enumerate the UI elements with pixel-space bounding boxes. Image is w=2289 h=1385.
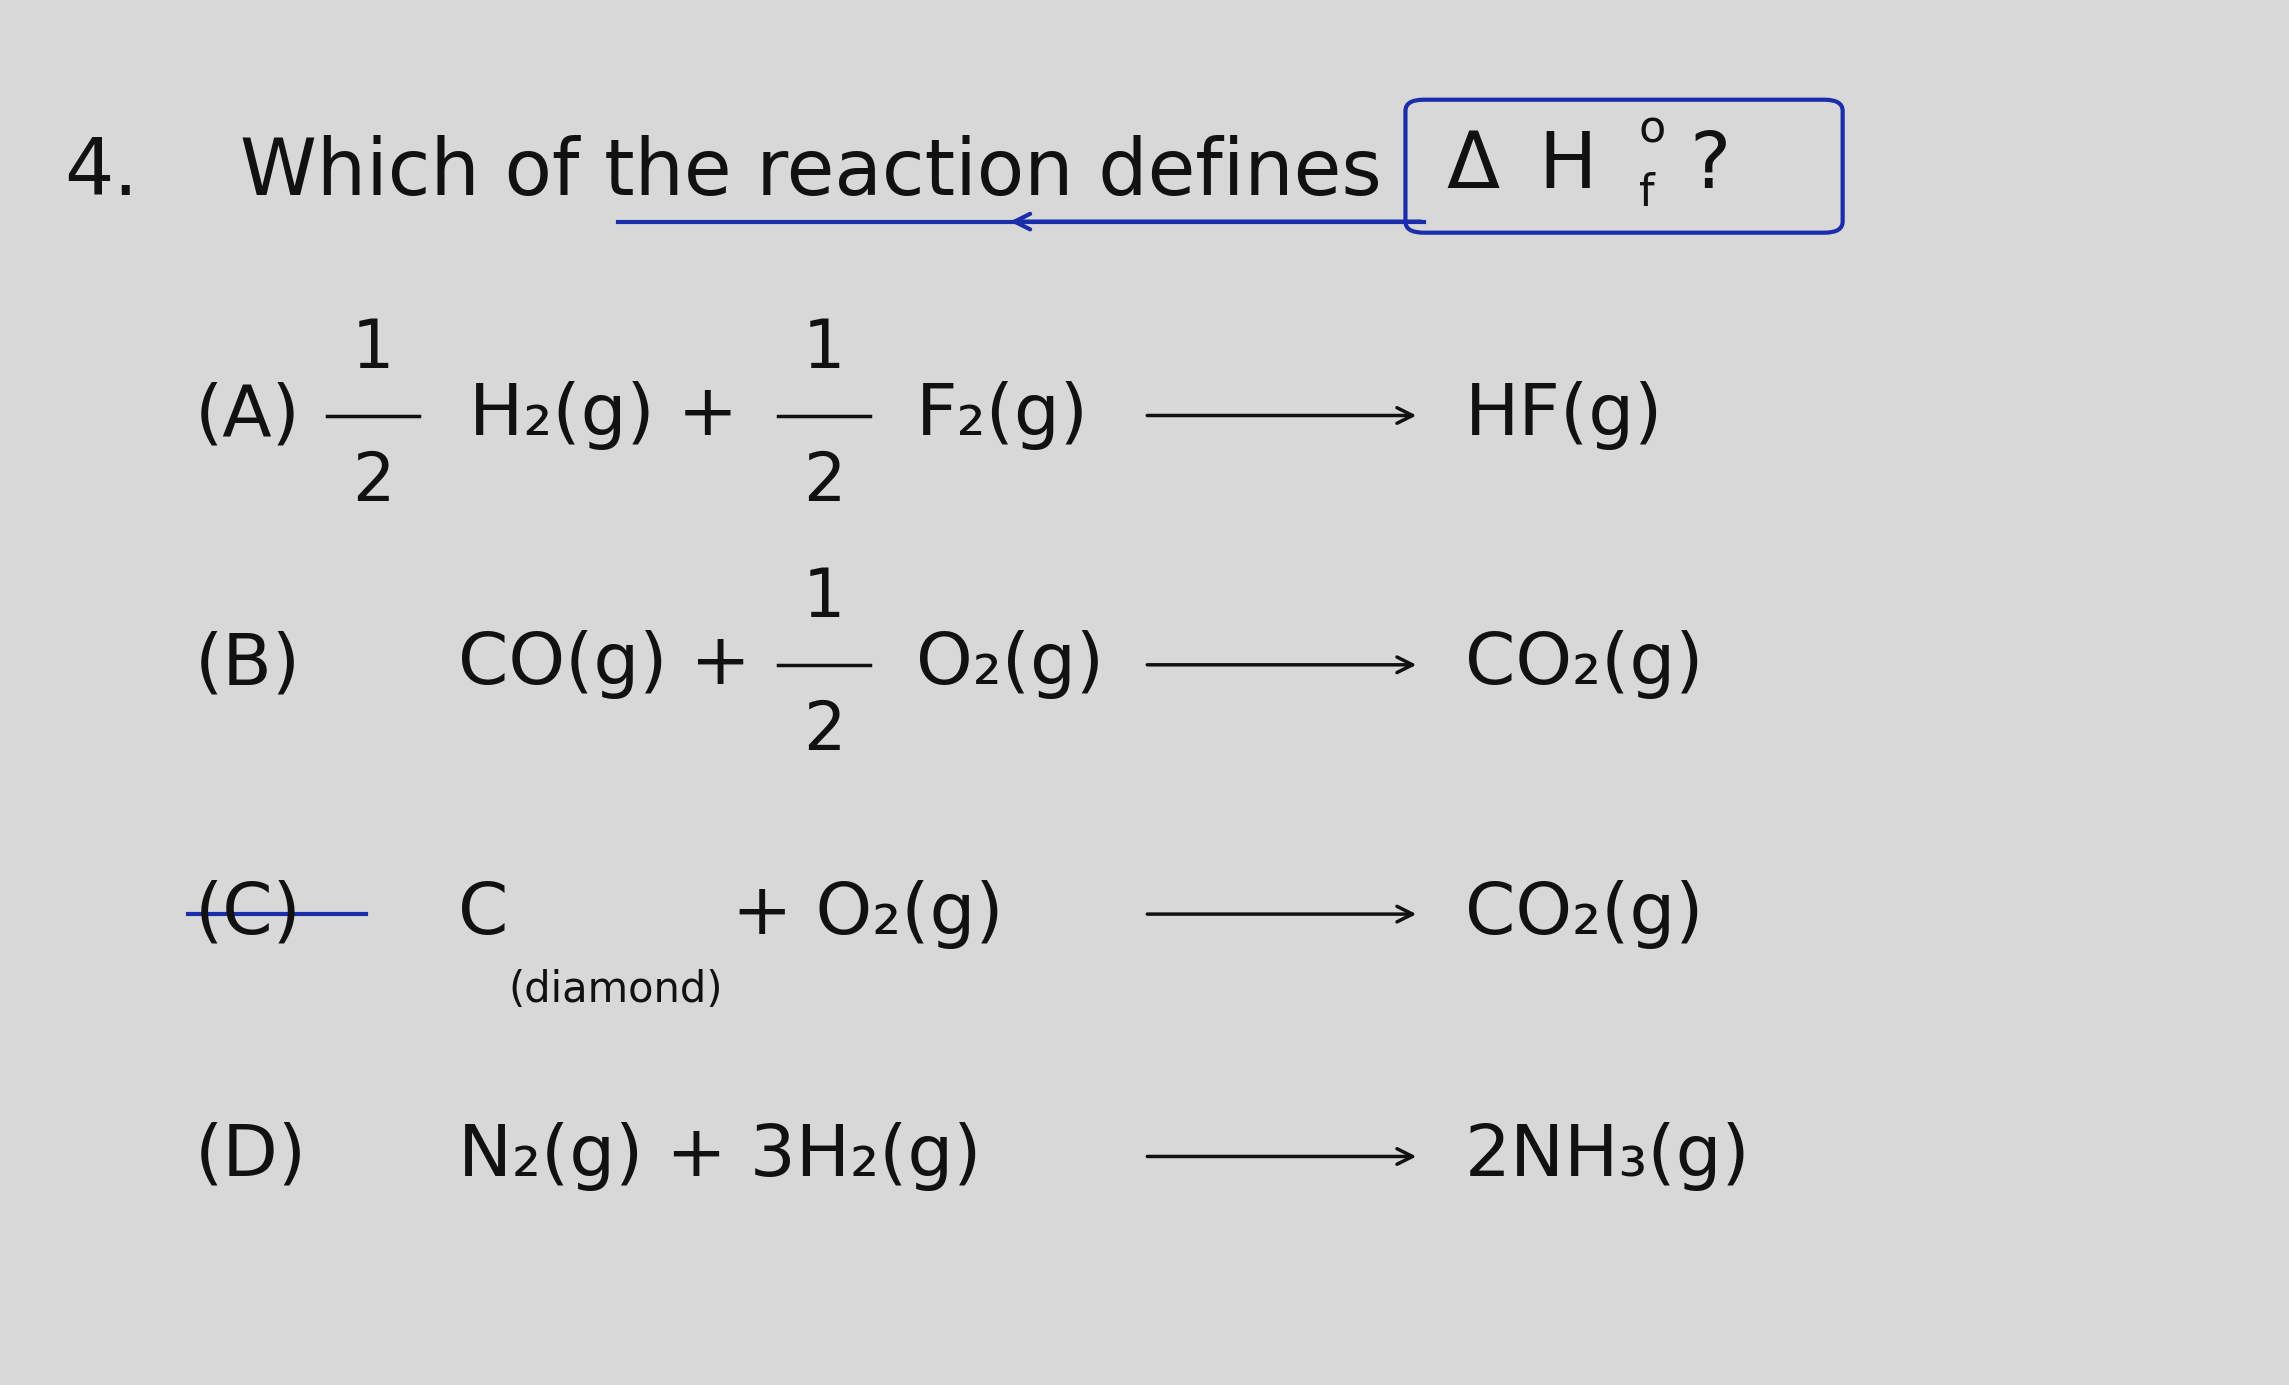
Text: 2NH₃(g): 2NH₃(g): [1465, 1122, 1751, 1191]
Text: o: o: [1639, 108, 1666, 152]
Text: F₂(g): F₂(g): [916, 381, 1090, 450]
Text: (A): (A): [195, 381, 300, 450]
Text: (C): (C): [195, 879, 302, 949]
Text: N₂(g) + 3H₂(g): N₂(g) + 3H₂(g): [458, 1122, 982, 1191]
Text: 2: 2: [803, 449, 845, 515]
Text: 1: 1: [803, 316, 845, 382]
Text: 1: 1: [353, 316, 394, 382]
Text: H₂(g) +: H₂(g) +: [469, 381, 739, 450]
Text: HF(g): HF(g): [1465, 381, 1664, 450]
Text: C: C: [458, 879, 508, 949]
Text: CO₂(g): CO₂(g): [1465, 630, 1703, 699]
Text: + O₂(g): + O₂(g): [732, 879, 1005, 949]
Text: CO(g) +: CO(g) +: [458, 630, 751, 699]
Text: f: f: [1639, 172, 1655, 216]
Text: Which of the reaction defines: Which of the reaction defines: [240, 136, 1383, 211]
Text: 4.: 4.: [64, 136, 137, 211]
Text: O₂(g): O₂(g): [916, 630, 1103, 699]
Text: 2: 2: [803, 698, 845, 765]
Text: (diamond): (diamond): [508, 969, 723, 1011]
Text: ?: ?: [1689, 129, 1730, 204]
Text: 1: 1: [803, 565, 845, 632]
Text: H: H: [1538, 129, 1598, 204]
Text: Δ: Δ: [1447, 129, 1499, 204]
Text: CO₂(g): CO₂(g): [1465, 879, 1703, 949]
Text: (B): (B): [195, 630, 300, 699]
Text: (D): (D): [195, 1122, 307, 1191]
Text: 2: 2: [353, 449, 394, 515]
